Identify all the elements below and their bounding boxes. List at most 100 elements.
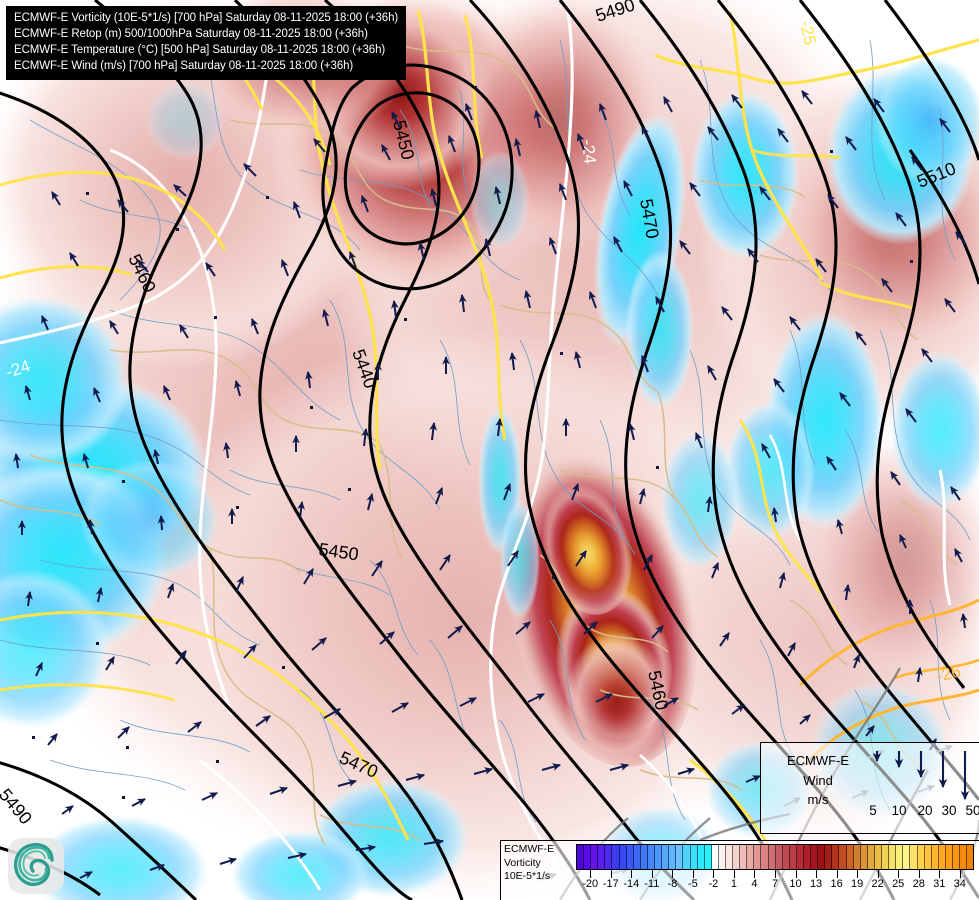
colorbar-swatch: [733, 845, 741, 869]
colorbar-swatch: [626, 845, 634, 869]
colorbar-tick-label: -14: [623, 878, 640, 890]
colorbar-tick: [918, 870, 920, 878]
colorbar-tick: [631, 870, 633, 878]
wind-speed-10: 10: [891, 803, 907, 818]
wind-legend-unit: m/s: [807, 792, 829, 807]
wind-arrows-layer: [13, 90, 968, 879]
colorbar-swatch: [910, 845, 918, 869]
colorbar-swatch: [853, 845, 861, 869]
colorbar-swatch: [704, 845, 712, 869]
colorbar-swatch: [584, 845, 592, 869]
colorbar-swatch: [612, 845, 620, 869]
colorbar-swatch: [782, 845, 790, 869]
colorbar-tick: [610, 870, 612, 878]
colorbar-swatch: [633, 845, 641, 869]
colorbar-tick: [898, 870, 900, 878]
cyclone-spiral-logo[interactable]: [8, 838, 64, 894]
title-line-retop: ECMWF-E Retop (m) 500/1000hPa Saturday 0…: [14, 27, 368, 40]
colorbar-swatch: [832, 845, 840, 869]
colorbar-unit: 10E-5*1/s: [504, 870, 551, 883]
wind-legend: ECMWF-E Wind m/s 5: [760, 742, 979, 834]
temp-label-minus24b: -24: [578, 138, 599, 164]
colorbar-tick-label: -8: [667, 878, 678, 890]
colorbar-tick-label: -17: [602, 878, 619, 890]
colorbar-tick-label: 19: [851, 878, 864, 890]
colorbar-swatch: [725, 845, 734, 869]
colorbar-tick-label: 34: [953, 878, 966, 890]
colorbar-tick: [775, 870, 776, 878]
colorbar-tick-label: 7: [771, 878, 779, 890]
colorbar-swatch: [889, 845, 897, 869]
colorbar-tick-label: 13: [809, 878, 823, 890]
colorbar-swatch: [669, 845, 677, 869]
colorbar-swatch: [896, 845, 904, 869]
colorbar-tick: [590, 870, 592, 878]
wind-legend-speeds: 5 10 20 30 50: [861, 803, 979, 821]
colorbar-swatch: [874, 845, 883, 869]
colorbar-tick: [651, 870, 653, 878]
colorbar-tick-label: 25: [892, 878, 905, 890]
wind-speed-20: 20: [917, 803, 933, 818]
colorbar-swatch: [605, 845, 613, 869]
colorbar-swatch: [619, 845, 627, 869]
colorbar-swatch: [882, 845, 890, 869]
chart-title-block: ECMWF-E Vorticity (10E-5*1/s) [700 hPa] …: [6, 6, 407, 81]
colorbar-swatch: [825, 845, 833, 869]
colorbar-swatch: [903, 845, 911, 869]
colorbar-swatch: [789, 845, 797, 869]
wind-speed-50: 50: [965, 803, 979, 818]
country-borders-layer: [0, 44, 959, 846]
colorbar-swatch: [811, 845, 819, 869]
title-line-temperature: ECMWF-E Temperature (°C) [500 hPa] Satur…: [14, 43, 386, 56]
colorbar-tick: [836, 870, 838, 878]
colorbar-tick: [877, 870, 879, 878]
colorbar-swatch: [718, 845, 726, 869]
colorbar-swatch: [591, 845, 599, 869]
colorbar-tick: [672, 870, 674, 878]
colorbar-swatch: [740, 845, 748, 869]
colorbar-variable: Vorticity: [504, 856, 541, 869]
colorbar-tick: [733, 870, 735, 878]
wind-legend-variable: Wind: [803, 772, 833, 788]
colorbar-swatch: [768, 845, 776, 869]
colorbar-swatch: [931, 845, 939, 869]
colorbar-model: ECMWF-E: [504, 843, 555, 855]
colorbar-swatch: [647, 845, 656, 869]
colorbar-swatch: [804, 845, 812, 869]
colorbar-title: ECMWF-E Vorticity 10E-5*1/s: [504, 843, 576, 884]
colorbar-tick: [754, 870, 756, 878]
title-line-wind: ECMWF-E Wind (m/s) [700 hPa] Saturday 08…: [14, 59, 354, 72]
colorbar-tick-label: -5: [687, 878, 698, 890]
colorbar-tick: [939, 870, 941, 878]
colorbar-ramp: [576, 844, 974, 870]
wind-legend-arrows: [865, 745, 977, 805]
wind-speed-5: 5: [869, 803, 877, 818]
colorbar-tick: [959, 870, 961, 878]
colorbar-tick-label: 31: [933, 878, 946, 890]
colorbar-swatch: [952, 845, 961, 869]
colorbar-swatch: [690, 845, 698, 869]
colorbar-swatch: [818, 845, 826, 869]
colorbar-swatch: [867, 845, 875, 869]
colorbar-tick: [857, 870, 859, 878]
colorbar-tick-label: 1: [730, 878, 737, 890]
colorbar-tick: [816, 870, 818, 878]
city-dots-layer: [32, 86, 913, 799]
colorbar-swatch: [761, 845, 769, 869]
colorbar-swatch: [945, 845, 953, 869]
colorbar-swatch: [917, 845, 925, 869]
colorbar-tick-labels: -20 -17 -14 -11 -8 -5 -2 1 4 7 10 13 16 19 22 25 28 31 34: [576, 878, 974, 894]
colorbar-swatch: [640, 845, 648, 869]
colorbar-tick: [692, 870, 694, 878]
colorbar-ticks: [576, 870, 974, 880]
colorbar-tick-label: 10: [789, 878, 802, 890]
colorbar-swatch: [697, 845, 705, 869]
colorbar-swatch: [747, 845, 755, 869]
vorticity-colorbar: ECMWF-E Vorticity 10E-5*1/s -20 -17 -14 -11…: [500, 840, 979, 900]
colorbar-swatch: [839, 845, 847, 869]
colorbar-swatch: [846, 845, 854, 869]
colorbar-swatch: [960, 845, 968, 869]
colorbar-swatch: [796, 845, 804, 869]
colorbar-tick: [713, 870, 715, 878]
